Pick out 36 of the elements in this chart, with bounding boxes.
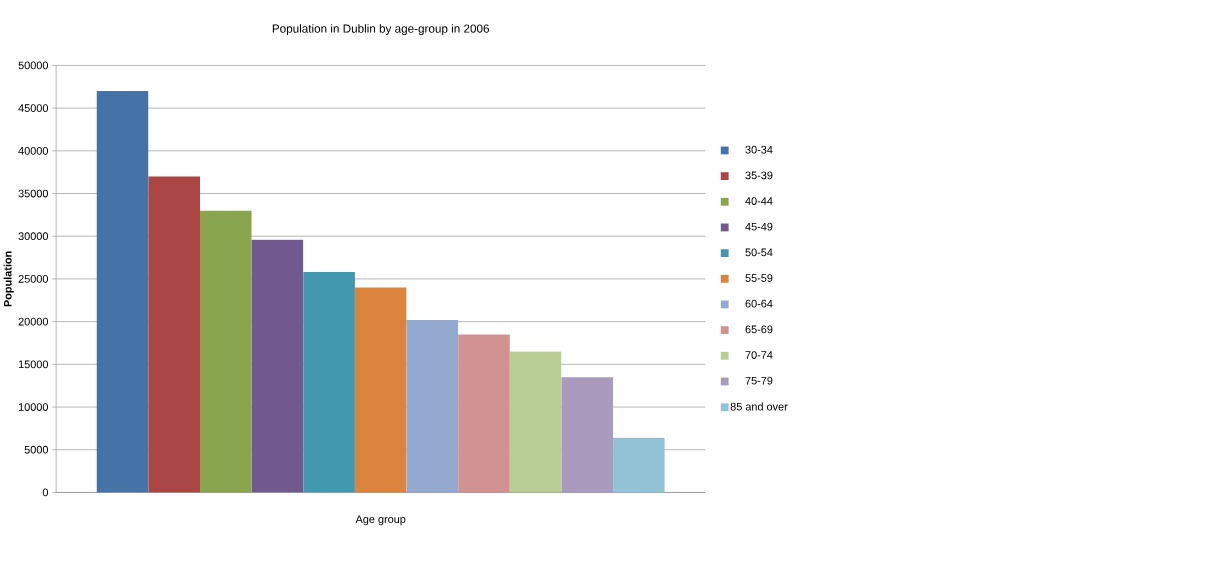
bar bbox=[458, 334, 510, 493]
y-tick-label: 50000 bbox=[18, 61, 49, 70]
legend-label: 60-64 bbox=[745, 299, 773, 308]
y-tick-label: 0 bbox=[42, 488, 49, 497]
bar bbox=[251, 239, 304, 493]
bar bbox=[96, 91, 149, 493]
bar bbox=[354, 287, 407, 493]
x-axis-title: Age group bbox=[355, 515, 406, 526]
y-tick-label: 40000 bbox=[18, 147, 49, 155]
legend-label: 40-44 bbox=[745, 197, 773, 205]
y-axis-title: Population bbox=[3, 251, 14, 307]
y-tick-label: 25000 bbox=[18, 275, 49, 283]
bar bbox=[509, 351, 562, 493]
legend-label: 70-74 bbox=[745, 351, 773, 359]
bar bbox=[561, 377, 614, 493]
legend-label: 75-79 bbox=[745, 376, 773, 385]
bar bbox=[406, 320, 459, 493]
y-tick-label: 35000 bbox=[18, 189, 49, 198]
y-tick-label: 5000 bbox=[24, 445, 49, 454]
legend-label: 85 and over bbox=[730, 402, 788, 411]
y-tick-label: 15000 bbox=[18, 360, 49, 369]
bar bbox=[148, 176, 200, 493]
legend-label: 30-34 bbox=[745, 145, 773, 154]
y-tick-label: 10000 bbox=[18, 403, 49, 412]
chart-title: Population in Dublin by age-group in 2006 bbox=[272, 24, 489, 36]
bar bbox=[613, 437, 665, 493]
legend-label: 65-69 bbox=[745, 325, 773, 334]
legend-label: 55-59 bbox=[745, 274, 773, 282]
bar bbox=[303, 272, 355, 493]
legend-label: 35-39 bbox=[745, 171, 773, 180]
y-tick-label: 45000 bbox=[18, 104, 49, 113]
y-tick-label: 20000 bbox=[18, 317, 49, 326]
y-tick-label: 30000 bbox=[18, 232, 49, 241]
legend-label: 50-54 bbox=[745, 248, 773, 257]
legend-label: 45-49 bbox=[745, 222, 773, 231]
bar bbox=[199, 210, 252, 493]
